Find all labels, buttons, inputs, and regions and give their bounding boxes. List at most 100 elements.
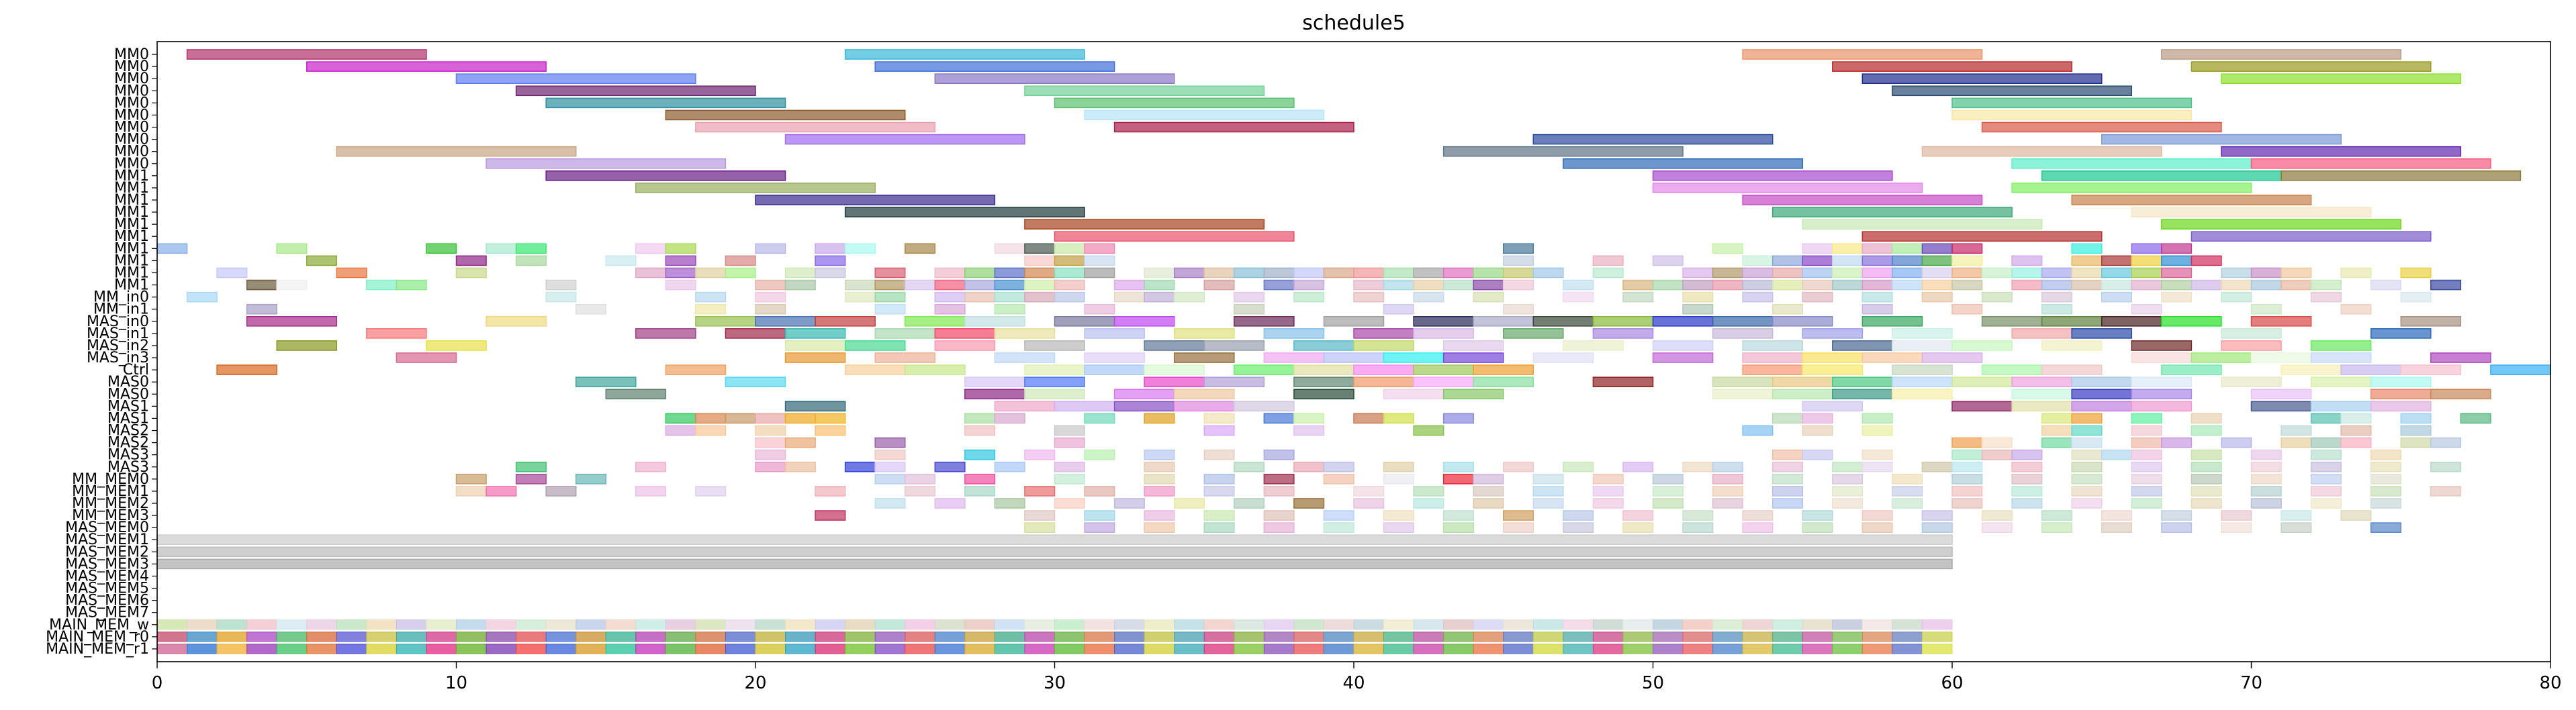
schedule-bar <box>1772 303 1803 315</box>
schedule-bar <box>1802 364 1864 375</box>
main-mem-bar <box>994 631 1025 642</box>
schedule-bar <box>1652 315 1714 327</box>
main-mem-bar <box>1682 631 1714 642</box>
schedule-bar <box>575 303 607 315</box>
schedule-bar <box>545 170 786 181</box>
y-tick-label: MAS_in0 <box>87 313 149 330</box>
y-tick-label: MAS_MEM7 <box>65 605 149 621</box>
schedule-bar <box>2161 267 2193 278</box>
schedule-bar <box>2400 315 2462 327</box>
schedule-bar <box>545 97 786 109</box>
schedule-bar <box>2131 352 2193 363</box>
schedule-bar <box>905 243 936 254</box>
schedule-bar <box>2191 449 2222 460</box>
schedule-bar <box>905 279 936 291</box>
schedule-bar <box>1113 389 1175 400</box>
schedule-bar <box>2161 364 2222 375</box>
schedule-bar <box>2161 279 2193 291</box>
schedule-bar <box>455 486 487 497</box>
main-mem-bar <box>1353 619 1385 630</box>
main-mem-bar <box>665 644 696 654</box>
schedule-bar <box>1802 510 1833 521</box>
schedule-bar <box>1861 425 1893 436</box>
main-mem-bar <box>1234 619 1264 630</box>
schedule-bar <box>1742 510 1774 521</box>
schedule-bar <box>2250 486 2282 497</box>
schedule-bar <box>1892 498 1923 509</box>
main-mem-bar <box>1293 631 1324 642</box>
y-tick-label: MM1 <box>114 277 149 294</box>
schedule-bar <box>815 315 876 327</box>
schedule-bar <box>1024 255 1056 266</box>
schedule-bar <box>1173 267 1205 278</box>
main-mem-bar <box>246 631 277 642</box>
schedule-bar <box>2041 522 2072 533</box>
schedule-bar <box>1473 474 1504 485</box>
schedule-bar <box>1144 376 1205 388</box>
schedule-bar <box>1383 389 1444 400</box>
schedule-bar <box>934 291 966 303</box>
main-mem-bar <box>1174 644 1205 654</box>
y-tick-label: MM0 <box>114 132 149 148</box>
schedule-bar <box>1861 267 1893 278</box>
schedule-bar <box>455 474 487 485</box>
schedule-bar <box>2370 376 2432 388</box>
schedule-bar <box>1921 255 1953 266</box>
schedule-bar <box>1263 413 1295 424</box>
schedule-bar <box>1113 291 1145 303</box>
schedule-bar <box>2221 267 2252 278</box>
schedule-bar <box>1234 498 1265 509</box>
schedule-bar <box>2281 510 2312 521</box>
main-mem-bar <box>1563 644 1594 654</box>
main-mem-bar <box>1772 644 1803 654</box>
schedule-bar <box>755 315 816 327</box>
main-mem-bar <box>276 619 308 630</box>
schedule-bar <box>1861 461 1893 472</box>
schedule-bar <box>1951 109 2193 121</box>
schedule-bar <box>2041 364 2103 375</box>
schedule-bar <box>2250 315 2312 327</box>
schedule-bar <box>755 461 786 472</box>
main-mem-bar <box>964 644 995 654</box>
y-tick-label: MAIN_MEM_r1 <box>46 641 149 658</box>
main-mem-bar <box>336 631 367 642</box>
y-tick-label: MAS_in3 <box>87 350 149 366</box>
schedule-bar <box>2041 510 2072 521</box>
schedule-bar <box>2011 267 2043 278</box>
main-mem-bar <box>426 644 457 654</box>
schedule-bar <box>2131 207 2372 217</box>
schedule-bar <box>1203 413 1235 424</box>
main-mem-bar <box>1054 644 1085 654</box>
schedule-bar <box>755 413 786 424</box>
schedule-bar <box>1084 267 1115 278</box>
schedule-bar <box>2161 219 2402 230</box>
schedule-bar <box>994 401 1056 412</box>
y-tick-label: MAS_MEM1 <box>65 531 149 548</box>
schedule-bar <box>2250 401 2312 412</box>
schedule-bar <box>1383 413 1414 424</box>
schedule-bar <box>1981 121 2222 133</box>
schedule-bar <box>336 267 367 278</box>
schedule-bar <box>1234 401 1295 412</box>
schedule-bar <box>1473 498 1504 509</box>
main-mem-bar <box>1622 619 1653 630</box>
main-mem-bar <box>1503 619 1534 630</box>
schedule-bar <box>934 73 1175 85</box>
schedule-bar <box>1024 376 1085 388</box>
schedule-bar <box>1144 413 1175 424</box>
schedule-bar <box>2191 461 2222 472</box>
main-mem-bar <box>994 619 1025 630</box>
y-tick-label: MAS1 <box>107 410 149 427</box>
schedule-bar <box>815 510 846 521</box>
schedule-bar <box>1981 291 2013 303</box>
schedule-bar <box>1473 376 1534 388</box>
schedule-bar <box>1712 243 1743 254</box>
main-mem-bar <box>785 644 816 654</box>
schedule-bar <box>2131 340 2193 351</box>
schedule-bar <box>1503 267 1534 278</box>
schedule-bar <box>1592 328 1654 339</box>
schedule-bar <box>1592 486 1624 497</box>
schedule-bar <box>1353 364 1414 375</box>
schedule-bar <box>1802 522 1833 533</box>
schedule-bar <box>1442 522 1474 533</box>
